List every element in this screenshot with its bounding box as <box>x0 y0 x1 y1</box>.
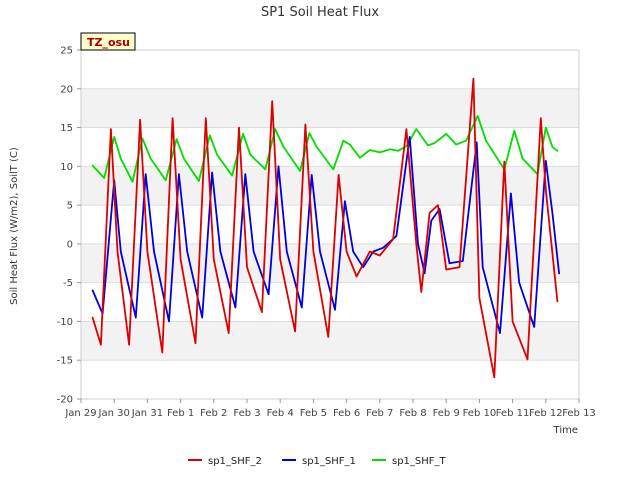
series-lines <box>91 77 560 379</box>
y-tick-label: -15 <box>57 356 73 367</box>
y-axis-ticks: -20 -15 -10 -5 0 5 10 15 20 25 <box>57 46 81 406</box>
y-tick-label: -5 <box>63 278 73 289</box>
legend-item: sp1_SHF_T <box>372 456 447 467</box>
x-tick-label: Feb 7 <box>366 408 393 419</box>
plot-band <box>81 166 579 206</box>
x-tick-label: Feb 2 <box>200 408 227 419</box>
x-axis-ticks: Jan 29 Jan 30 Jan 31 Feb 1 Feb 2 Feb 3 Feb 4 Fe… <box>64 399 596 419</box>
y-tick-label: 15 <box>60 123 73 134</box>
x-tick-label: Feb 3 <box>233 408 260 419</box>
legend-label: sp1_SHF_2 <box>208 456 262 467</box>
plot-frame <box>80 49 580 400</box>
timezone-annotation-label: TZ_osu <box>87 36 130 49</box>
x-tick-label: Feb 10 <box>463 408 497 419</box>
plot-band <box>81 321 579 361</box>
x-tick-label: Jan 29 <box>64 408 96 419</box>
x-tick-label: Feb 4 <box>267 408 294 419</box>
series-line-sp1-shf-2 <box>91 77 559 379</box>
plot-band <box>81 88 579 128</box>
legend: sp1_SHF_2 sp1_SHF_1 sp1_SHF_T <box>188 456 447 467</box>
x-tick-label: Jan 30 <box>98 408 130 419</box>
plot-band <box>81 243 579 283</box>
timezone-annotation: TZ_osu <box>80 32 136 51</box>
legend-label: sp1_SHF_1 <box>302 456 356 467</box>
x-tick-label: Feb 1 <box>167 408 194 419</box>
y-tick-label: 20 <box>60 84 73 95</box>
x-tick-label: Feb 11 <box>496 408 530 419</box>
x-tick-label: Feb 12 <box>529 408 563 419</box>
timezone-annotation-box <box>80 32 136 51</box>
series-line-sp1-shf-1 <box>91 136 560 334</box>
x-axis-title: Time <box>553 425 578 436</box>
legend-label: sp1_SHF_T <box>392 456 447 467</box>
x-tick-label: Feb 8 <box>399 408 426 419</box>
legend-item: sp1_SHF_2 <box>188 456 262 467</box>
y-tick-label: 5 <box>67 201 73 212</box>
x-tick-label: Feb 13 <box>562 408 596 419</box>
y-tick-label: 10 <box>60 162 73 173</box>
y-axis-title: Soil Heat Flux (W/m2), SoilT (C) <box>9 147 20 305</box>
y-tick-label: -10 <box>57 317 73 328</box>
x-tick-label: Feb 6 <box>333 408 360 419</box>
y-tick-label: -20 <box>57 395 73 406</box>
x-tick-label: Feb 9 <box>433 408 460 419</box>
x-tick-label: Feb 5 <box>300 408 327 419</box>
y-tick-label: 25 <box>60 46 73 57</box>
y-tick-label: 0 <box>67 239 73 250</box>
x-tick-label: Jan 31 <box>131 408 163 419</box>
chart-title: SP1 Soil Heat Flux <box>261 5 379 20</box>
legend-item: sp1_SHF_1 <box>282 456 356 467</box>
